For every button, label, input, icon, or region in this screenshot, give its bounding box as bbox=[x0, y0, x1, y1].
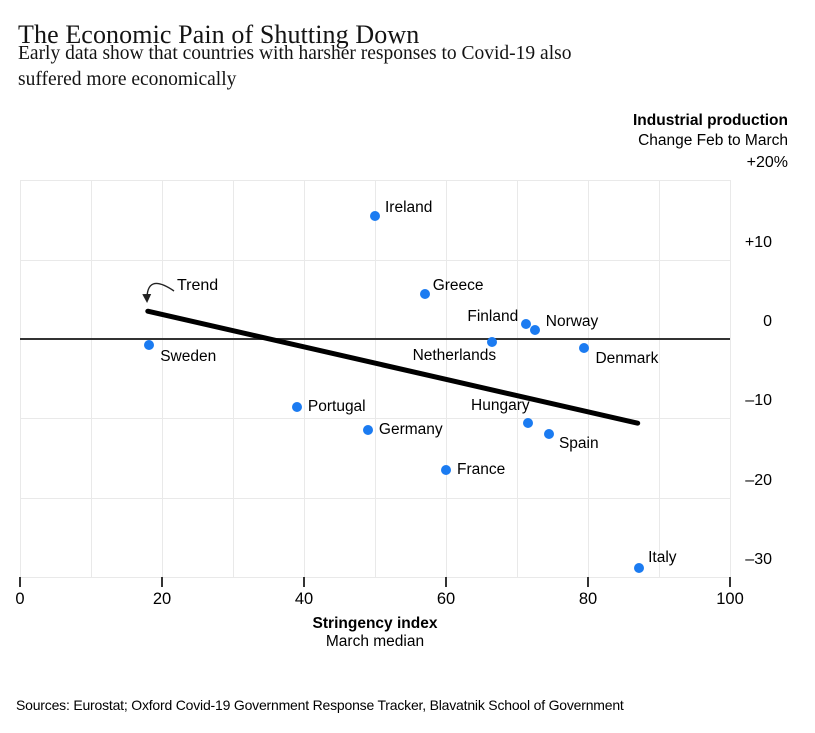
x-tick-label: 0 bbox=[15, 590, 25, 609]
gridline-vertical bbox=[20, 180, 21, 578]
gridline-vertical bbox=[91, 180, 92, 578]
data-point-italy bbox=[634, 562, 645, 573]
y-tick-label: +20% bbox=[746, 154, 788, 172]
gridline-vertical bbox=[446, 180, 447, 578]
x-tick-label: 20 bbox=[152, 590, 172, 609]
data-point-portugal bbox=[291, 402, 302, 413]
y-tick-label: –30 bbox=[745, 551, 772, 569]
gridline-horizontal bbox=[20, 577, 730, 579]
data-point-france bbox=[441, 465, 451, 475]
data-point-label: France bbox=[457, 461, 506, 478]
x-tick-label: 40 bbox=[294, 590, 314, 609]
data-point-label: Finland bbox=[467, 307, 519, 325]
data-point-label: Norway bbox=[545, 313, 599, 331]
data-point-label: Portugal bbox=[307, 398, 366, 416]
trend-label: Trend bbox=[177, 277, 219, 294]
data-point-label: Netherlands bbox=[412, 347, 497, 365]
data-point-label: Ireland bbox=[385, 198, 433, 216]
data-point-netherlands bbox=[487, 337, 498, 348]
data-point-label: Italy bbox=[648, 548, 677, 566]
gridline-horizontal bbox=[20, 180, 730, 182]
data-point-label: Denmark bbox=[595, 349, 659, 367]
y-tick-label: –20 bbox=[745, 471, 772, 489]
gridline-vertical bbox=[659, 180, 660, 578]
chart-subtitle-line2: suffered more economically bbox=[18, 69, 237, 90]
data-point-label: Sweden bbox=[160, 347, 217, 365]
gridline-vertical bbox=[588, 180, 589, 578]
x-axis-title: Stringency index bbox=[312, 615, 438, 632]
sources-note: Sources: Eurostat; Oxford Covid-19 Gover… bbox=[16, 697, 624, 713]
data-point-label: Germany bbox=[378, 421, 443, 439]
zero-baseline bbox=[20, 338, 730, 340]
gridline-vertical bbox=[375, 180, 376, 578]
data-point-norway bbox=[529, 325, 540, 336]
data-point-spain bbox=[543, 429, 554, 440]
y-tick-label: –10 bbox=[745, 392, 772, 410]
data-point-hungary bbox=[522, 418, 533, 429]
data-point-label: Greece bbox=[432, 276, 484, 294]
data-point-sweden bbox=[144, 339, 155, 350]
data-point-ireland bbox=[370, 210, 380, 221]
data-point-label: Hungary bbox=[471, 397, 530, 415]
data-point-label: Spain bbox=[558, 435, 599, 453]
x-tick-mark bbox=[445, 577, 447, 588]
x-axis-title-block: Stringency index March median bbox=[20, 615, 730, 651]
x-tick-mark bbox=[729, 577, 731, 588]
gridline-horizontal bbox=[20, 497, 730, 499]
gridline-vertical bbox=[730, 180, 731, 578]
y-axis-subtitle: Change Feb to March bbox=[638, 131, 788, 149]
chart-subtitle: Early data show that countries with hars… bbox=[18, 41, 571, 93]
x-tick-mark bbox=[303, 577, 305, 588]
gridline-vertical bbox=[304, 180, 305, 578]
gridline-vertical bbox=[162, 180, 163, 578]
x-tick-label: 60 bbox=[436, 590, 456, 609]
data-point-greece bbox=[419, 288, 430, 299]
x-tick-mark bbox=[161, 577, 163, 588]
gridline-vertical bbox=[517, 180, 518, 578]
gridline-horizontal bbox=[20, 418, 730, 420]
page-title: The Economic Pain of Shutting Down bbox=[18, 20, 420, 50]
y-tick-label: 0 bbox=[763, 313, 772, 330]
y-axis-title: Industrial production bbox=[633, 112, 788, 129]
gridline-horizontal bbox=[20, 259, 730, 261]
y-tick-label: +10 bbox=[744, 233, 772, 251]
x-tick-mark bbox=[587, 577, 589, 588]
x-axis-subtitle: March median bbox=[325, 633, 425, 650]
x-tick-label: 80 bbox=[578, 590, 598, 609]
x-tick-mark bbox=[19, 577, 21, 588]
chart-subtitle-line1: Early data show that countries with hars… bbox=[18, 43, 572, 64]
y-axis-header: Industrial production Change Feb to Marc… bbox=[633, 111, 788, 150]
x-tick-label: 100 bbox=[716, 590, 744, 609]
gridline-vertical bbox=[233, 180, 234, 578]
data-point-germany bbox=[362, 425, 373, 436]
